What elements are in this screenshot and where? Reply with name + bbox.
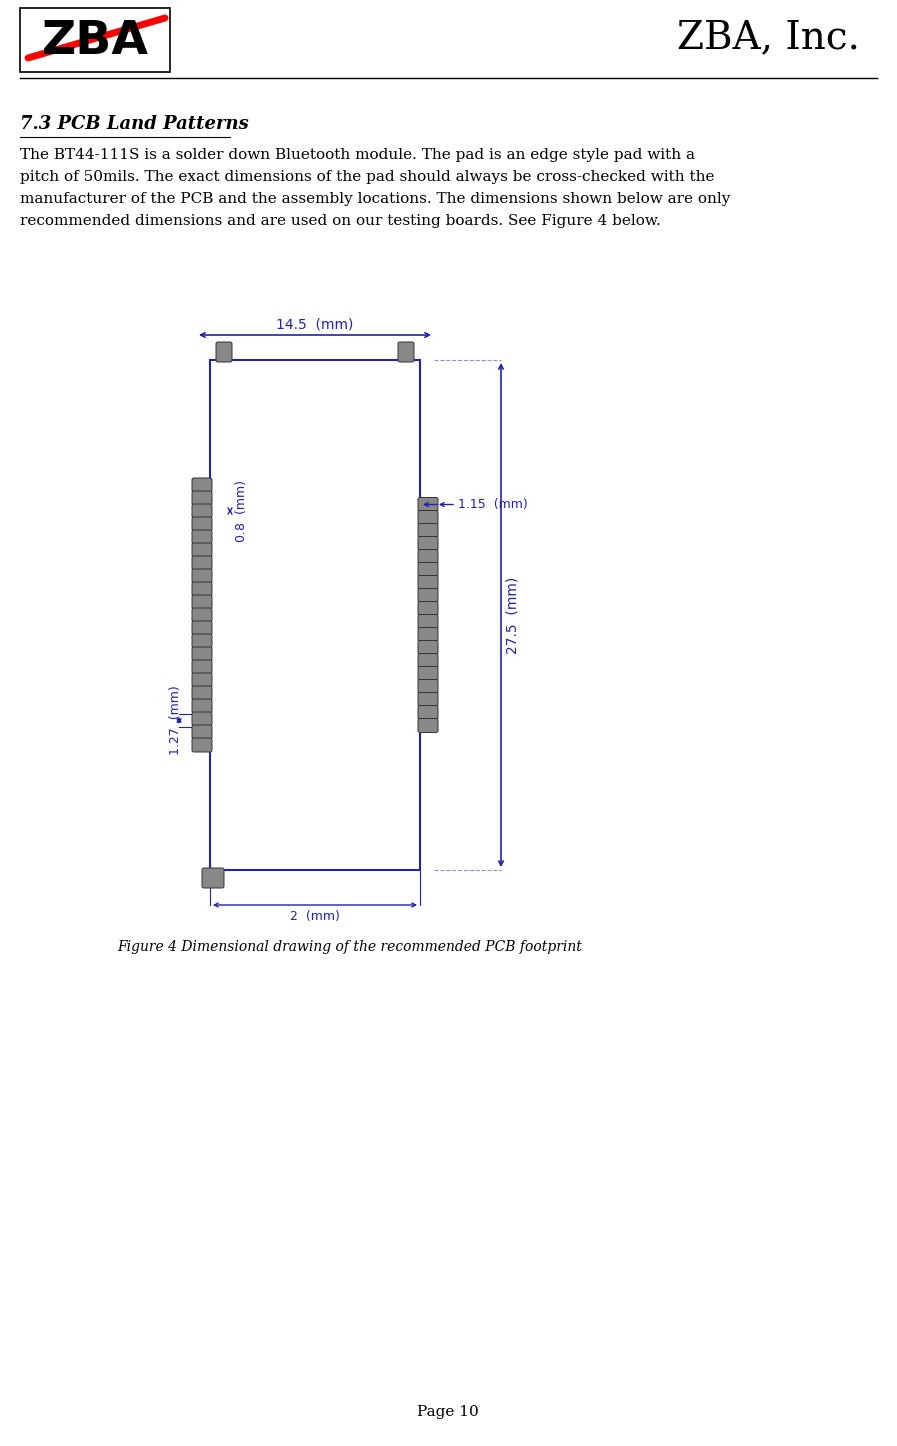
Text: 7.3 PCB Land Patterns: 7.3 PCB Land Patterns — [20, 116, 248, 133]
FancyBboxPatch shape — [418, 641, 438, 655]
FancyBboxPatch shape — [418, 510, 438, 525]
Text: ZBA: ZBA — [41, 19, 149, 65]
FancyBboxPatch shape — [192, 557, 212, 570]
FancyBboxPatch shape — [418, 628, 438, 642]
Text: The BT44-111S is a solder down Bluetooth module. The pad is an edge style pad wi: The BT44-111S is a solder down Bluetooth… — [20, 147, 695, 162]
FancyBboxPatch shape — [192, 607, 212, 622]
Bar — [210, 360, 420, 870]
FancyBboxPatch shape — [192, 581, 212, 596]
FancyBboxPatch shape — [192, 724, 212, 739]
Text: 1.15  (mm): 1.15 (mm) — [458, 497, 527, 510]
Text: manufacturer of the PCB and the assembly locations. The dimensions shown below a: manufacturer of the PCB and the assembly… — [20, 192, 730, 205]
FancyBboxPatch shape — [418, 654, 438, 668]
FancyBboxPatch shape — [192, 568, 212, 583]
FancyBboxPatch shape — [192, 698, 212, 713]
FancyBboxPatch shape — [418, 576, 438, 590]
FancyBboxPatch shape — [192, 505, 212, 518]
FancyBboxPatch shape — [418, 680, 438, 694]
Text: Figure 4 Dimensional drawing of the recommended PCB footprint: Figure 4 Dimensional drawing of the reco… — [118, 940, 582, 954]
FancyBboxPatch shape — [418, 693, 438, 707]
FancyBboxPatch shape — [192, 685, 212, 700]
FancyBboxPatch shape — [192, 479, 212, 492]
Text: 0.8  (mm): 0.8 (mm) — [235, 480, 248, 542]
Text: pitch of 50mils. The exact dimensions of the pad should always be cross-checked : pitch of 50mils. The exact dimensions of… — [20, 171, 715, 184]
FancyBboxPatch shape — [192, 544, 212, 557]
FancyBboxPatch shape — [192, 633, 212, 648]
FancyBboxPatch shape — [418, 602, 438, 616]
FancyBboxPatch shape — [192, 672, 212, 687]
Text: 14.5  (mm): 14.5 (mm) — [276, 317, 353, 331]
Text: Page 10: Page 10 — [417, 1406, 479, 1419]
Text: 2  (mm): 2 (mm) — [290, 910, 340, 923]
FancyBboxPatch shape — [418, 497, 438, 512]
FancyBboxPatch shape — [192, 531, 212, 544]
FancyBboxPatch shape — [418, 667, 438, 681]
FancyBboxPatch shape — [398, 343, 414, 362]
FancyBboxPatch shape — [418, 589, 438, 603]
FancyBboxPatch shape — [418, 719, 438, 733]
Text: 1.27  (mm): 1.27 (mm) — [169, 685, 181, 755]
FancyBboxPatch shape — [192, 594, 212, 609]
FancyBboxPatch shape — [192, 492, 212, 505]
FancyBboxPatch shape — [418, 706, 438, 720]
FancyBboxPatch shape — [202, 868, 224, 888]
FancyBboxPatch shape — [192, 711, 212, 726]
FancyBboxPatch shape — [418, 523, 438, 538]
FancyBboxPatch shape — [192, 646, 212, 661]
Text: 27.5  (mm): 27.5 (mm) — [506, 577, 520, 654]
FancyBboxPatch shape — [192, 620, 212, 635]
FancyBboxPatch shape — [418, 615, 438, 629]
Bar — [20, 9, 170, 72]
FancyBboxPatch shape — [418, 536, 438, 551]
FancyBboxPatch shape — [418, 549, 438, 564]
FancyBboxPatch shape — [192, 737, 212, 752]
Text: recommended dimensions and are used on our testing boards. See Figure 4 below.: recommended dimensions and are used on o… — [20, 214, 661, 228]
FancyBboxPatch shape — [216, 343, 232, 362]
FancyBboxPatch shape — [418, 562, 438, 577]
Text: ZBA, Inc.: ZBA, Inc. — [677, 19, 860, 56]
FancyBboxPatch shape — [192, 659, 212, 674]
FancyBboxPatch shape — [192, 518, 212, 531]
